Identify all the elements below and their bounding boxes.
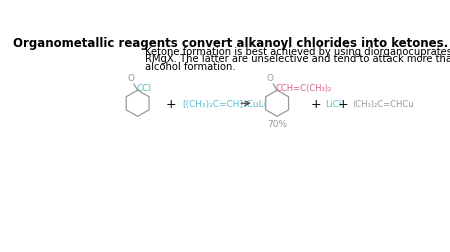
Text: O: O bbox=[267, 73, 274, 82]
Text: RMgX. The latter are unselective and tend to attack more than once leading to: RMgX. The latter are unselective and ten… bbox=[145, 54, 450, 64]
Text: alcohol formation.: alcohol formation. bbox=[145, 62, 236, 72]
Text: +: + bbox=[166, 97, 176, 110]
Text: (CH₃)₂C=CHCu: (CH₃)₂C=CHCu bbox=[352, 99, 414, 108]
Text: CCl: CCl bbox=[136, 83, 151, 92]
Text: CCH=C(CH₃)₂: CCH=C(CH₃)₂ bbox=[275, 83, 332, 92]
Text: O: O bbox=[127, 73, 134, 82]
Text: +: + bbox=[338, 97, 348, 110]
Text: 70%: 70% bbox=[267, 120, 287, 129]
Text: LiCl: LiCl bbox=[325, 99, 342, 108]
Text: +: + bbox=[310, 97, 321, 110]
Text: [(CH₃)₂C=CH]₂CuLi: [(CH₃)₂C=CH]₂CuLi bbox=[183, 99, 267, 108]
Text: Ketone formation is best achieved by using diorganocuprates rather than RLi or: Ketone formation is best achieved by usi… bbox=[145, 46, 450, 56]
Text: Organometallic reagents convert alkanoyl chlorides into ketones.: Organometallic reagents convert alkanoyl… bbox=[13, 36, 448, 49]
